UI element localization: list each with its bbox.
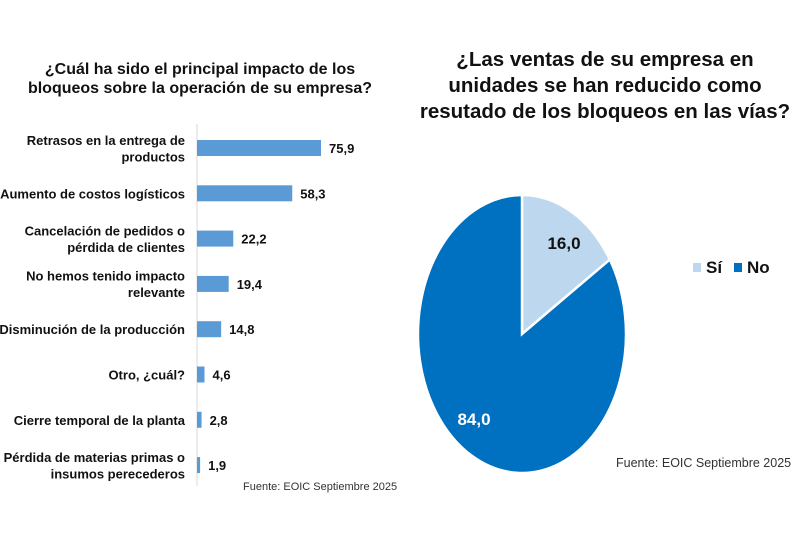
bar-value-label-4: 14,8: [229, 322, 254, 337]
bar-5: [197, 366, 205, 383]
bar-chart: 75,9 Retrasos en la entrega de productos 58…: [0, 124, 397, 493]
bar-value-label-6: 2,8: [210, 413, 228, 428]
bar-3: [197, 275, 229, 292]
bar-chart-title: ¿Cuál ha sido el principal impacto de lo…: [27, 61, 373, 98]
legend-label-no: No: [747, 258, 770, 277]
bar-6: [197, 411, 202, 428]
bar-category-label-1: Aumento de costos logísticos: [0, 186, 185, 201]
bar-7: [197, 457, 201, 474]
bar-category-label-5: Otro, ¿cuál?: [108, 368, 185, 383]
legend-swatch-no: [734, 263, 742, 272]
bar-4: [197, 321, 222, 338]
bar-value-label-2: 22,2: [241, 232, 266, 247]
bar-value-label-7: 1,9: [208, 458, 226, 473]
bar-category-label-3: No hemos tenido impacto relevante: [26, 269, 185, 301]
bar-chart-source: Fuente: EOIC Septiembre 2025: [243, 481, 397, 493]
bar-value-label-5: 4,6: [213, 368, 231, 383]
bar-category-label-6: Cierre temporal de la planta: [14, 413, 186, 428]
bar-1: [197, 185, 293, 202]
bar-2: [197, 230, 234, 247]
pie-value-label-no: 84,0: [457, 410, 490, 429]
pie-legend: Sí No: [693, 258, 770, 277]
pie-chart-title: ¿Las ventas de su empresa en unidades se…: [419, 48, 791, 124]
bar-value-label-3: 19,4: [237, 277, 263, 292]
bar-0: [197, 140, 321, 156]
pie-chart-panel: ¿Las ventas de su empresa en unidades se…: [400, 0, 800, 533]
bar-value-label-0: 75,9: [329, 141, 354, 156]
pie-slice-si: [520, 193, 612, 337]
pie-slice-no: [416, 193, 628, 475]
legend-label-si: Sí: [706, 258, 723, 277]
pie-chart: 16,0 84,0 Sí No Fuente: EOIC Septiembre 20…: [416, 193, 791, 475]
bar-category-label-4: Disminución de la producción: [0, 322, 185, 337]
pie-value-label-si: 16,0: [547, 234, 580, 253]
legend-swatch-si: [693, 263, 701, 272]
bar-category-label-2: Cancelación de pedidos o pérdida de clien…: [25, 223, 185, 255]
bar-category-label-0: Retrasos en la entrega de productos: [27, 133, 185, 165]
bar-value-label-1: 58,3: [300, 186, 325, 201]
bar-chart-panel: ¿Cuál ha sido el principal impacto de lo…: [0, 61, 397, 493]
bar-category-label-7: Pérdida de materias primas o insumos pere…: [4, 450, 185, 482]
pie-chart-source: Fuente: EOIC Septiembre 2025: [616, 456, 791, 470]
